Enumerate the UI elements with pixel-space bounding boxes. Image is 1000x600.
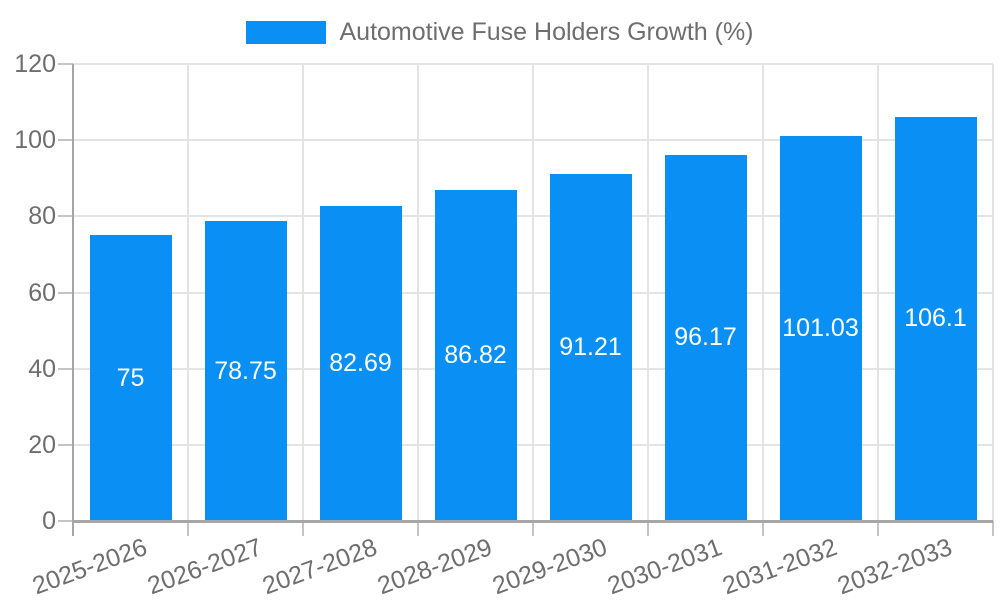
y-tick-mark bbox=[58, 443, 73, 446]
x-gridline bbox=[532, 64, 534, 521]
bar[interactable]: 75 bbox=[89, 235, 172, 521]
x-gridline bbox=[992, 64, 994, 521]
y-tick-mark bbox=[58, 367, 73, 370]
bar[interactable]: 86.82 bbox=[434, 190, 517, 521]
x-gridline bbox=[417, 64, 419, 521]
x-gridline bbox=[877, 64, 879, 521]
bar-value-label: 75 bbox=[116, 363, 145, 392]
bar[interactable]: 101.03 bbox=[779, 136, 862, 521]
bar-value-label: 82.69 bbox=[329, 349, 392, 378]
bar-value-label: 96.17 bbox=[674, 323, 737, 352]
y-axis-tick-label: 20 bbox=[28, 430, 56, 459]
bar-value-label: 78.75 bbox=[214, 356, 277, 385]
legend-swatch-icon bbox=[246, 21, 327, 44]
x-gridline bbox=[302, 64, 304, 521]
x-axis-tick-label: 2027-2028 bbox=[258, 533, 381, 600]
bar[interactable]: 78.75 bbox=[204, 221, 287, 521]
x-axis-tick-label: 2031-2032 bbox=[718, 533, 841, 600]
bar-value-label: 101.03 bbox=[782, 314, 859, 343]
bar[interactable]: 106.1 bbox=[894, 116, 977, 521]
x-gridline bbox=[187, 64, 189, 521]
x-axis-line bbox=[73, 520, 993, 523]
bar-value-label: 91.21 bbox=[559, 332, 622, 361]
y-tick-mark bbox=[58, 291, 73, 294]
y-axis-tick-label: 40 bbox=[28, 354, 56, 383]
x-axis-tick-label: 2030-2031 bbox=[603, 533, 726, 600]
x-axis-tick-label: 2028-2029 bbox=[373, 533, 496, 600]
bar[interactable]: 91.21 bbox=[549, 173, 632, 521]
y-tick-mark bbox=[58, 215, 73, 218]
x-tick-mark bbox=[417, 521, 419, 536]
y-axis-tick-label: 100 bbox=[14, 126, 56, 155]
y-axis-tick-label: 60 bbox=[28, 278, 56, 307]
x-tick-mark bbox=[302, 521, 304, 536]
y-axis-tick-label: 80 bbox=[28, 202, 56, 231]
y-tick-mark bbox=[58, 520, 73, 522]
x-tick-mark bbox=[762, 521, 764, 536]
x-axis-tick-label: 2032-2033 bbox=[833, 533, 956, 600]
x-axis-tick-label: 2026-2027 bbox=[143, 533, 266, 600]
bar[interactable]: 82.69 bbox=[319, 206, 402, 521]
y-axis-tick-label: 120 bbox=[14, 50, 56, 78]
y-tick-mark bbox=[58, 63, 73, 65]
x-tick-mark bbox=[532, 521, 534, 536]
y-tick-mark bbox=[58, 139, 73, 142]
bar-value-label: 106.1 bbox=[904, 304, 967, 333]
legend-label: Automotive Fuse Holders Growth (%) bbox=[339, 18, 754, 46]
y-axis-line bbox=[72, 64, 74, 536]
x-axis-tick-label: 2029-2030 bbox=[488, 533, 611, 600]
x-axis-tick-label: 2025-2026 bbox=[28, 533, 151, 600]
y-axis-tick-label: 0 bbox=[42, 507, 56, 535]
x-tick-mark bbox=[647, 521, 649, 536]
bar-value-label: 86.82 bbox=[444, 341, 507, 370]
x-gridline bbox=[762, 64, 764, 521]
chart-legend[interactable]: Automotive Fuse Holders Growth (%) bbox=[0, 19, 1000, 46]
x-tick-mark bbox=[187, 521, 189, 536]
x-tick-mark bbox=[992, 521, 994, 536]
x-tick-mark bbox=[877, 521, 879, 536]
x-gridline bbox=[647, 64, 649, 521]
bar[interactable]: 96.17 bbox=[664, 154, 747, 521]
